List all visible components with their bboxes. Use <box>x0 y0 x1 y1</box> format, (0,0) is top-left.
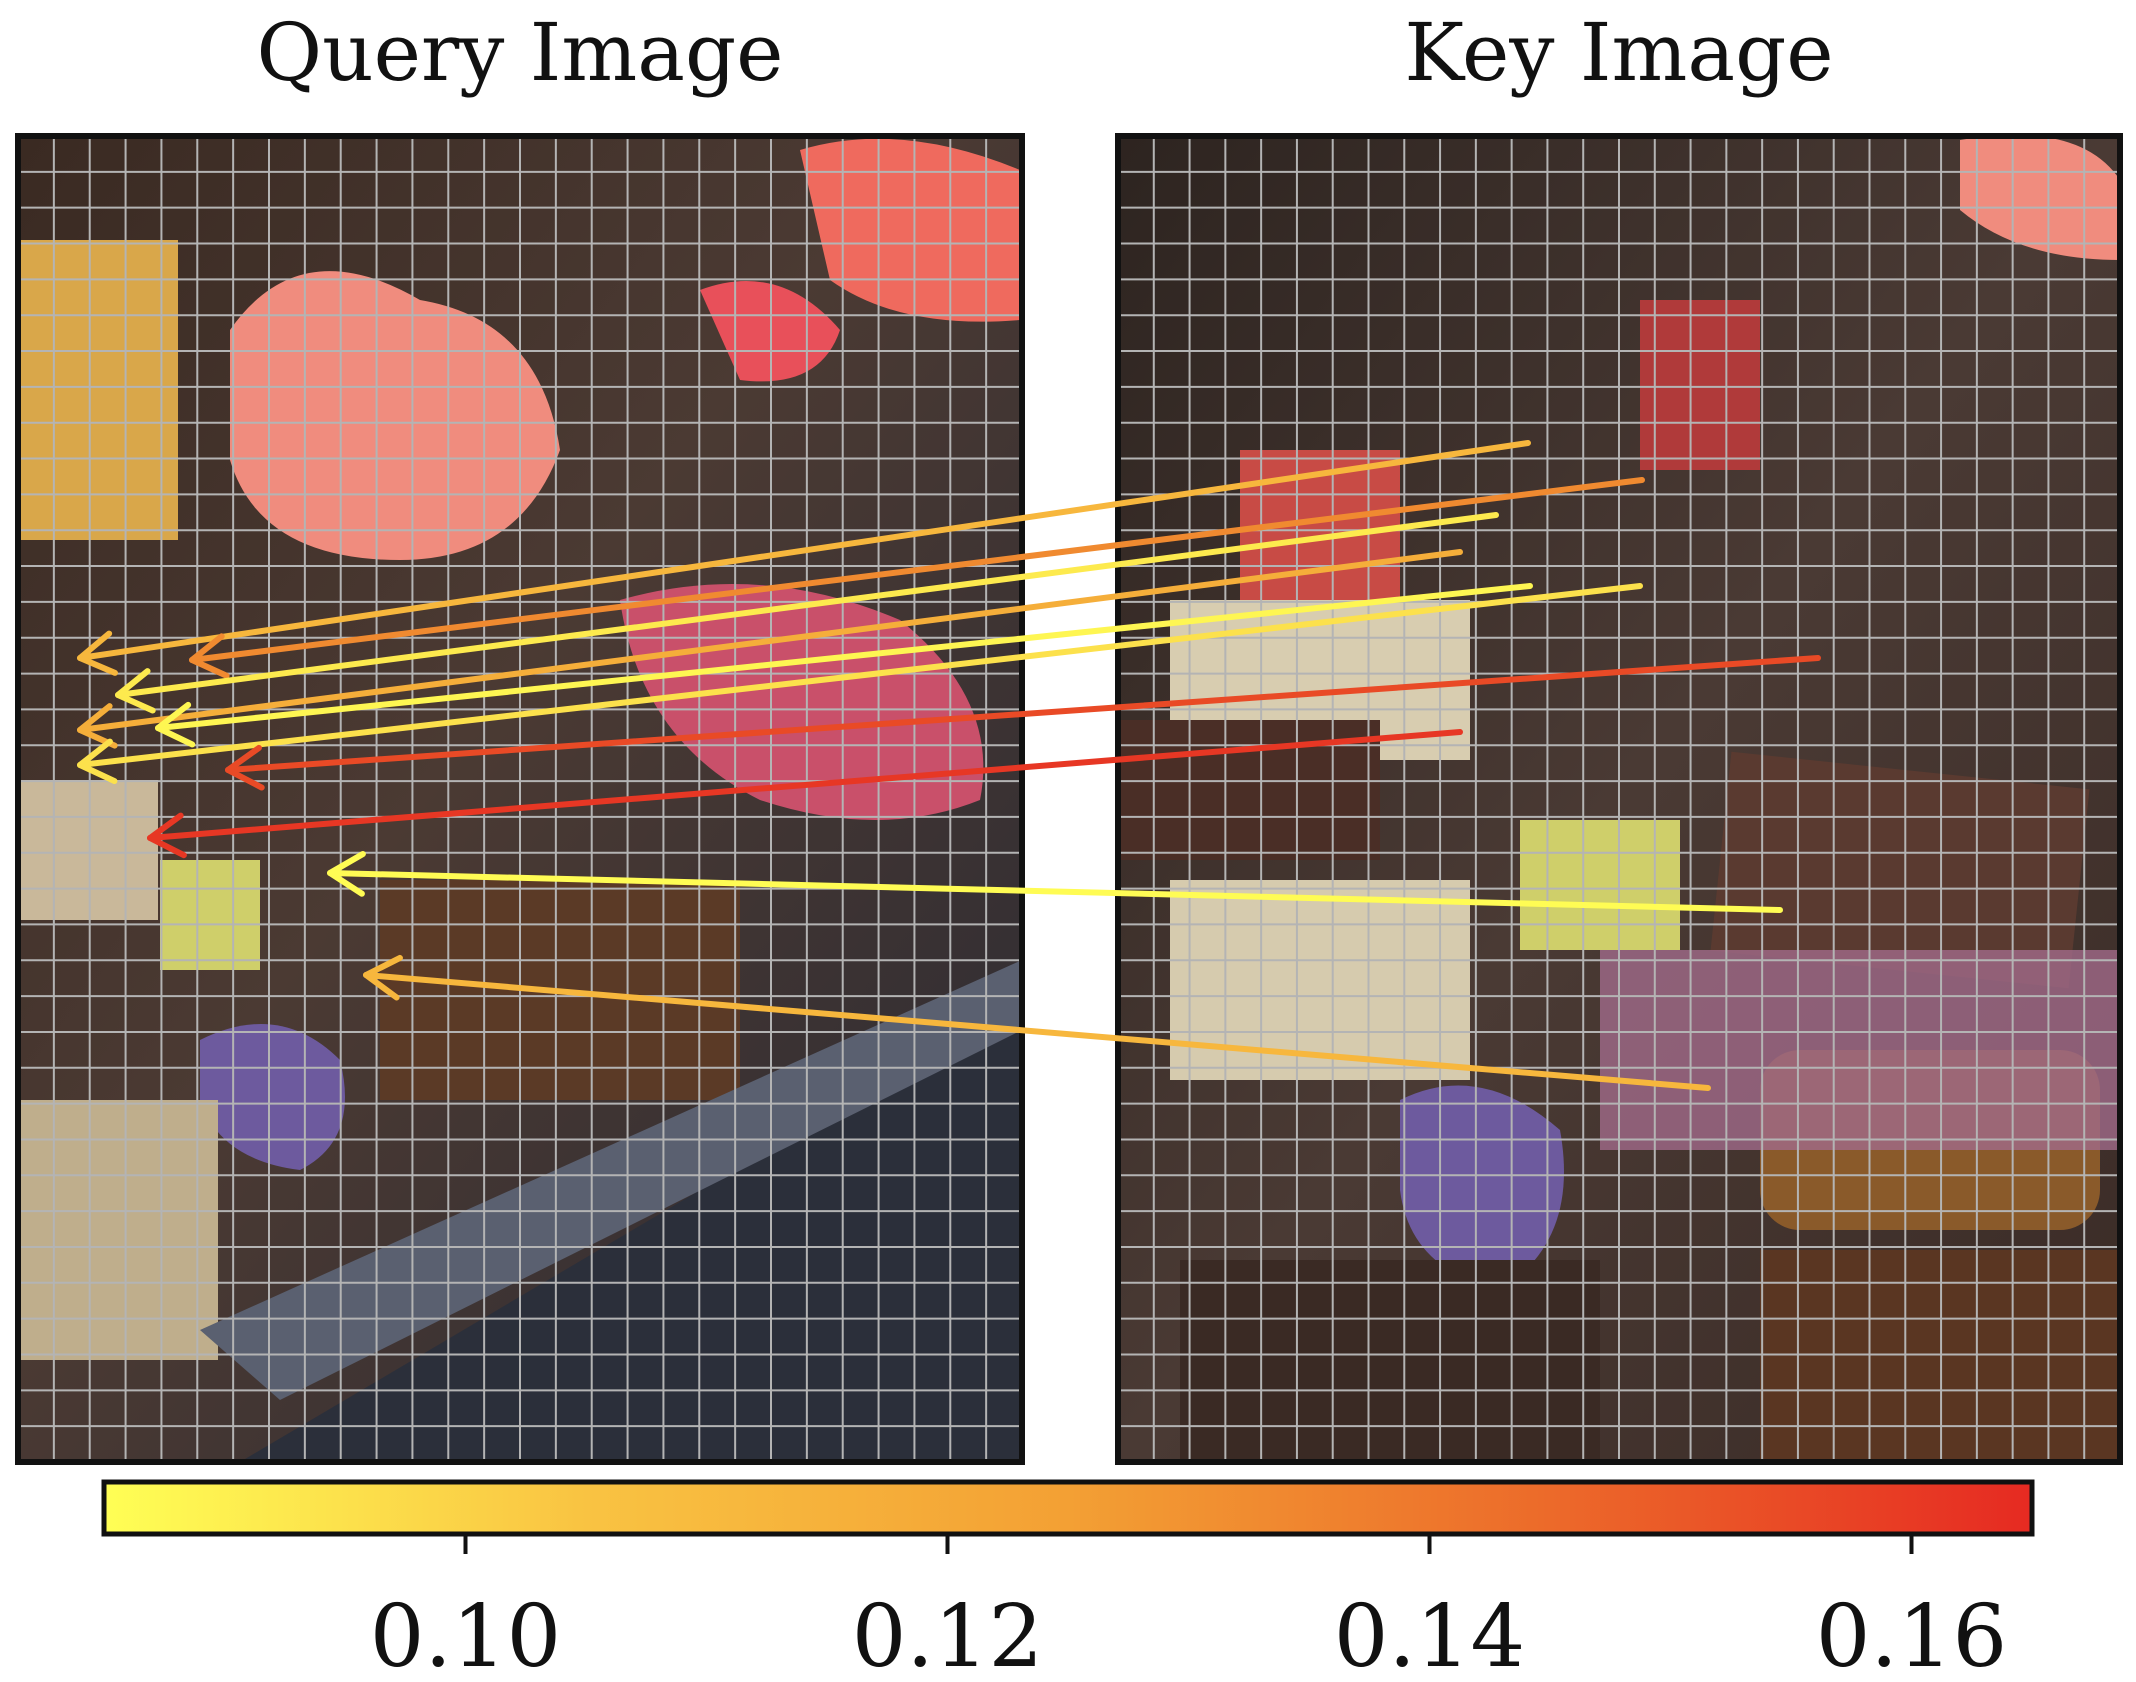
key-red-tin <box>1640 300 1760 470</box>
colorbar-tick-label: 0.16 <box>1816 1587 2007 1682</box>
key-printen-box <box>1170 880 1470 1080</box>
query-lamp <box>18 240 178 540</box>
key-yellow-watering-can <box>1520 820 1680 950</box>
query-pink-flowers-right <box>620 584 984 820</box>
arrow-head <box>77 630 118 676</box>
key-pink-flower-top-right <box>1960 136 2120 260</box>
arrow-shaft <box>77 440 1531 661</box>
arrow-shaft <box>155 583 1533 731</box>
arrow-head <box>327 850 366 897</box>
colorbar: 0.10 0.12 0.14 0.16 <box>101 1479 2035 1682</box>
key-brown-breads <box>1760 1250 2120 1462</box>
key-image-frame <box>1115 133 2123 1465</box>
key-grid <box>1118 136 2120 1462</box>
key-danke-sign-right <box>1710 751 2090 989</box>
query-image-title: Query Image <box>256 6 783 99</box>
correspondence-arrow <box>77 440 1531 676</box>
query-grid <box>18 136 1022 1462</box>
correspondence-arrows <box>77 440 1821 1091</box>
key-lower-boxes <box>1180 1260 1600 1460</box>
colorbar-tick-label: 0.12 <box>852 1587 1043 1682</box>
colorbar-tick-label: 0.14 <box>1334 1587 1525 1682</box>
query-left-boxes <box>18 1100 218 1360</box>
query-purple-flower <box>200 1024 345 1170</box>
arrow-shaft <box>77 549 1463 733</box>
arrow-shaft <box>363 972 1711 1091</box>
correspondence-arrow <box>189 477 1645 679</box>
query-sign-box <box>18 780 158 920</box>
arrow-shaft <box>225 655 1821 773</box>
correspondence-arrow <box>363 954 1711 1091</box>
key-pink-cloth <box>1600 950 2120 1150</box>
arrow-head <box>189 633 230 679</box>
arrow-shaft <box>115 512 1499 698</box>
arrow-shaft <box>327 870 1783 913</box>
arrow-shaft <box>147 729 1463 841</box>
arrow-shaft <box>189 477 1645 663</box>
arrow-head <box>225 744 265 791</box>
correspondence-arrow <box>225 655 1821 791</box>
query-image-frame <box>15 133 1025 1465</box>
correspondence-arrow <box>327 850 1783 913</box>
arrow-head <box>363 954 403 1001</box>
correspondence-arrow <box>115 512 1499 714</box>
arrow-head <box>115 668 156 714</box>
colorbar-tick-label: 0.10 <box>370 1587 561 1682</box>
correspondence-arrow <box>147 729 1463 859</box>
arrow-head <box>77 738 118 785</box>
correspondence-arrow <box>77 549 1463 749</box>
colorbar-gradient <box>101 1479 2035 1537</box>
query-yellow-watering-can <box>160 860 260 970</box>
colorbar-ticks: 0.10 0.12 0.14 0.16 <box>370 1534 2007 1682</box>
key-image-title: Key Image <box>1404 6 1833 99</box>
query-red-flower-top-right <box>800 138 1020 322</box>
arrow-shaft <box>77 583 1643 768</box>
query-pink-flower <box>230 271 560 560</box>
arrow-head <box>155 701 196 748</box>
arrow-head <box>77 703 118 749</box>
arrow-head <box>147 812 187 859</box>
correspondence-arrow <box>155 583 1533 748</box>
correspondence-arrow <box>77 583 1643 785</box>
query-curb <box>200 960 1022 1400</box>
